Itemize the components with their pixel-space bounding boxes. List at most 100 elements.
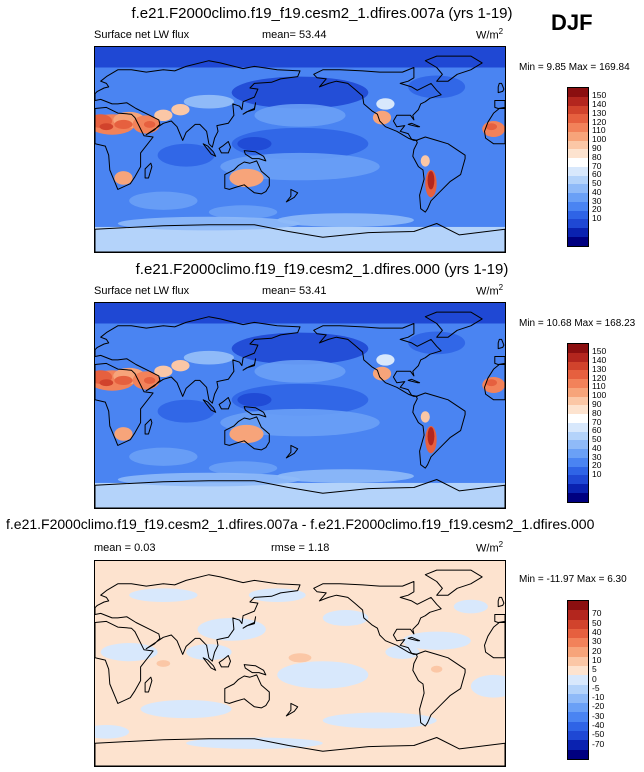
- map-region: [420, 411, 430, 423]
- map-anomaly: [186, 737, 323, 749]
- panel-2-max-value: 168.23: [604, 318, 636, 329]
- continent-outline: [424, 55, 483, 82]
- map-anomaly: [470, 674, 505, 698]
- colorbar-swatch: [568, 193, 588, 202]
- continent-outline: [424, 311, 483, 338]
- colorbar-swatch: [568, 422, 588, 432]
- continent-outline: [95, 620, 154, 704]
- colorbar-tick-label: -5: [592, 682, 600, 693]
- continent-outline: [242, 358, 257, 371]
- continent-outline: [407, 636, 421, 642]
- map-region: [99, 379, 114, 387]
- map-region: [154, 109, 173, 122]
- map-region: [231, 127, 369, 160]
- panel-1-colorbar: [567, 87, 589, 247]
- colorbar-swatch: [568, 712, 588, 722]
- continent-outline: [95, 223, 505, 252]
- panel-3-max-label: Max =: [576, 574, 605, 585]
- season-label: DJF: [551, 10, 593, 35]
- colorbar-swatch: [568, 414, 588, 423]
- map-anomaly: [156, 660, 171, 667]
- colorbar-tick-label: 70: [592, 160, 602, 171]
- map-region: [143, 121, 156, 128]
- map-region: [376, 354, 395, 366]
- map-region: [485, 123, 498, 131]
- continent-outline: [407, 378, 421, 384]
- colorbar-swatch: [568, 493, 588, 502]
- panel-3-minmax: Min = -11.97 Max = 6.30: [519, 574, 627, 585]
- continent-outline: [412, 392, 466, 469]
- colorbar-tick-label: 110: [592, 125, 606, 136]
- continent-outline: [144, 676, 153, 693]
- colorbar-swatch: [568, 140, 588, 150]
- colorbar-tick-label: 70: [592, 608, 602, 619]
- colorbar-swatch: [568, 466, 588, 476]
- map-region: [208, 461, 278, 475]
- colorbar-tick-label: -20: [592, 701, 605, 712]
- colorbar-swatch: [568, 431, 588, 441]
- map-anomaly: [95, 725, 130, 739]
- map-region: [163, 445, 437, 469]
- panel-2-mean-label: mean=: [262, 285, 296, 297]
- map-region: [231, 332, 369, 365]
- map-anomaly: [453, 599, 488, 614]
- colorbar-tick-label: 40: [592, 186, 602, 197]
- continent-outline: [412, 136, 466, 213]
- panel-1-min-value: 9.85: [546, 62, 566, 73]
- panel-3-colorbar: [567, 600, 589, 760]
- colorbar-swatch: [568, 228, 588, 238]
- panel-2-max-label: Max =: [574, 318, 602, 329]
- panel-1-title: f.e21.F2000climo.f19_f19.cesm2_1.dfires.…: [131, 5, 513, 22]
- colorbar-swatch: [568, 387, 588, 397]
- colorbar-swatch: [568, 123, 588, 132]
- colorbar-swatch: [568, 219, 588, 229]
- panel-3-mean-value: 0.03: [134, 542, 156, 554]
- map-region: [163, 189, 437, 213]
- panel-3-min-label: Min =: [519, 574, 544, 585]
- colorbar-tick-label: 0: [592, 673, 597, 684]
- map-anomaly: [186, 644, 232, 661]
- continent-outline: [494, 100, 505, 109]
- map-region: [154, 365, 173, 378]
- panel-3-rmse: rmse = 1.18: [271, 542, 329, 554]
- continent-outline: [224, 160, 270, 195]
- colorbar-tick-label: 100: [592, 134, 607, 145]
- colorbar-tick-label: -30: [592, 710, 605, 721]
- colorbar-tick-label: 130: [592, 363, 607, 374]
- map-anomaly: [385, 645, 420, 659]
- map-region: [157, 399, 215, 423]
- continent-outline: [95, 362, 154, 446]
- panel-2-min-value: 10.68: [546, 318, 572, 329]
- colorbar-tick-label: 50: [592, 178, 602, 189]
- colorbar-swatch: [568, 184, 588, 194]
- map-region: [114, 375, 133, 385]
- map-region: [99, 123, 114, 131]
- colorbar-swatch: [568, 352, 588, 362]
- continent-outline: [424, 569, 483, 596]
- colorbar-tick-label: 20: [592, 645, 602, 656]
- map-region: [427, 427, 435, 446]
- panel-3-units-sup: 2: [498, 540, 504, 549]
- colorbar-swatch: [568, 158, 588, 167]
- colorbar-swatch: [568, 201, 588, 211]
- panel-3-title: f.e21.F2000climo.f19_f19.cesm2_1.dfires.…: [6, 516, 595, 532]
- colorbar-tick-label: 150: [592, 346, 607, 357]
- continent-outline: [243, 664, 267, 676]
- panel-3-min-value: -11.97: [546, 574, 575, 585]
- panel-3-mean: mean = 0.03: [94, 542, 155, 554]
- map-region: [129, 447, 198, 466]
- continent-outline: [95, 737, 505, 766]
- continent-outline: [218, 397, 231, 410]
- continent-outline: [95, 316, 301, 404]
- continent-outline: [202, 657, 217, 671]
- panel-2-map: [94, 302, 506, 509]
- colorbar-swatch: [568, 457, 588, 467]
- panel-2-variable: Surface net LW flux: [94, 285, 190, 297]
- colorbar-tick-label: 90: [592, 142, 602, 153]
- panel-3-max-value: 6.30: [607, 574, 627, 585]
- colorbar-tick-label: 20: [592, 460, 602, 471]
- continent-outline: [285, 188, 299, 203]
- panel-3-map-svg: [95, 561, 505, 766]
- colorbar-tick-label: 130: [592, 107, 607, 118]
- panel-2-units-text: W/m: [476, 285, 499, 298]
